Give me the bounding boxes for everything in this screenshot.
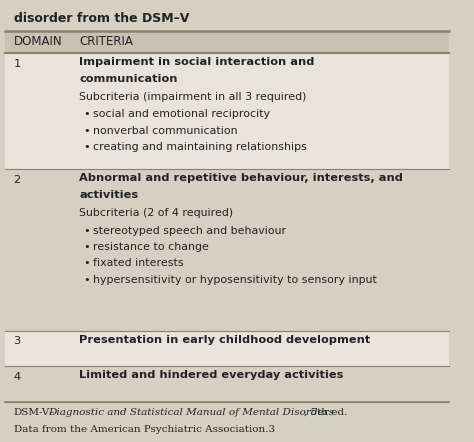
Text: creating and maintaining relationships: creating and maintaining relationships <box>93 142 307 152</box>
Text: fixated interests: fixated interests <box>93 258 183 268</box>
Text: 2: 2 <box>14 175 21 185</box>
Text: •: • <box>83 142 90 152</box>
Text: Abnormal and repetitive behaviour, interests, and: Abnormal and repetitive behaviour, inter… <box>79 173 403 183</box>
Text: 4: 4 <box>14 372 21 382</box>
Text: Diagnostic and Statistical Manual of Mental Disorders: Diagnostic and Statistical Manual of Men… <box>48 408 335 417</box>
Text: •: • <box>83 242 90 252</box>
Text: 3: 3 <box>14 336 21 347</box>
Text: resistance to change: resistance to change <box>93 242 209 252</box>
Bar <box>5 53 449 169</box>
Text: 1: 1 <box>14 59 21 69</box>
Text: DOMAIN: DOMAIN <box>14 35 62 49</box>
Bar <box>5 402 449 442</box>
Text: •: • <box>83 274 90 285</box>
Text: Presentation in early childhood development: Presentation in early childhood developm… <box>79 335 371 345</box>
Text: communication: communication <box>79 74 178 84</box>
Bar <box>5 331 449 366</box>
Text: CRITERIA: CRITERIA <box>79 35 133 49</box>
Text: •: • <box>83 258 90 268</box>
Text: Data from the American Psychiatric Association.3: Data from the American Psychiatric Assoc… <box>14 425 275 434</box>
Bar <box>5 31 449 53</box>
Bar <box>5 7 449 31</box>
Text: Subcriteria (impairment in all 3 required): Subcriteria (impairment in all 3 require… <box>79 92 307 102</box>
Text: social and emotional reciprocity: social and emotional reciprocity <box>93 109 270 119</box>
Text: DSM-V–: DSM-V– <box>14 408 55 417</box>
Text: Subcriteria (2 of 4 required): Subcriteria (2 of 4 required) <box>79 208 233 218</box>
Text: hypersensitivity or hyposensitivity to sensory input: hypersensitivity or hyposensitivity to s… <box>93 274 377 285</box>
Text: Impairment in social interaction and: Impairment in social interaction and <box>79 57 315 67</box>
Text: •: • <box>83 109 90 119</box>
Text: disorder from the DSM–V: disorder from the DSM–V <box>14 12 189 25</box>
Bar <box>5 169 449 331</box>
Text: activities: activities <box>79 190 138 200</box>
Text: Limited and hindered everyday activities: Limited and hindered everyday activities <box>79 370 344 381</box>
Text: •: • <box>83 225 90 236</box>
Text: •: • <box>83 126 90 136</box>
Text: nonverbal communication: nonverbal communication <box>93 126 237 136</box>
Bar <box>5 366 449 402</box>
Text: , 5th ed.: , 5th ed. <box>304 408 347 417</box>
Text: stereotyped speech and behaviour: stereotyped speech and behaviour <box>93 225 286 236</box>
